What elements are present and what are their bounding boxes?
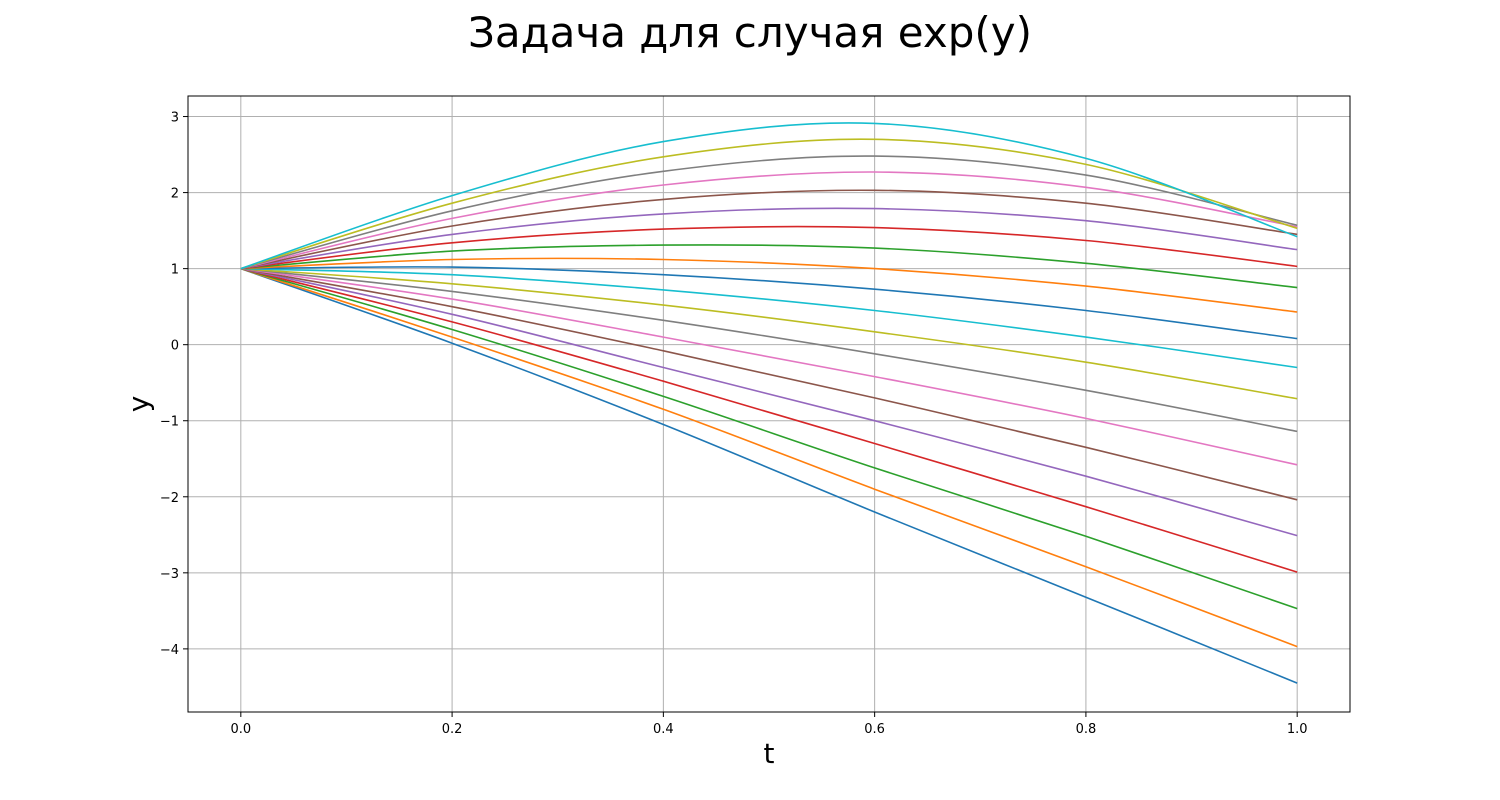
series-line-5 bbox=[240, 267, 1298, 537]
series-line-4 bbox=[240, 267, 1298, 573]
x-tick-label: 0.4 bbox=[653, 722, 674, 737]
x-tick-label: 0.6 bbox=[864, 722, 885, 737]
series-line-20 bbox=[240, 122, 1298, 270]
axes-frame bbox=[187, 95, 1351, 713]
series-line-14 bbox=[240, 225, 1298, 270]
y-tick-label: 0 bbox=[171, 339, 179, 354]
x-tick-label: 1.0 bbox=[1287, 722, 1308, 737]
series-line-16 bbox=[240, 189, 1298, 270]
y-tick-label: −3 bbox=[160, 567, 179, 582]
x-axis-label: t bbox=[764, 737, 775, 770]
x-tick-label: 0.0 bbox=[230, 722, 251, 737]
series-line-8 bbox=[240, 267, 1298, 433]
chart-title: Задача для случая exp(y) bbox=[467, 8, 1033, 57]
series-line-15 bbox=[240, 207, 1298, 270]
y-tick-label: 3 bbox=[171, 111, 179, 126]
series-line-10 bbox=[240, 267, 1298, 369]
series-line-11 bbox=[240, 266, 1298, 340]
y-tick-label: −1 bbox=[160, 415, 179, 430]
y-tick-label: −2 bbox=[160, 491, 179, 506]
series-line-13 bbox=[240, 244, 1298, 289]
x-tick-label: 0.8 bbox=[1076, 722, 1097, 737]
series-line-3 bbox=[240, 267, 1298, 610]
y-tick-label: −4 bbox=[160, 643, 179, 658]
series-line-2 bbox=[240, 267, 1298, 648]
series-line-19 bbox=[240, 138, 1298, 270]
series-line-17 bbox=[240, 171, 1298, 270]
series-line-18 bbox=[240, 155, 1298, 270]
x-tick-label: 0.2 bbox=[442, 722, 463, 737]
y-axis-label: y bbox=[122, 396, 155, 413]
ticks: 0.0 0.2 0.4 0.6 0.8 1.0 −4 −3 −2 −1 0 1 2 3 bbox=[160, 111, 1308, 737]
series-line-7 bbox=[240, 267, 1298, 466]
y-tick-label: 1 bbox=[171, 263, 179, 278]
series-layer bbox=[240, 122, 1298, 684]
series-line-6 bbox=[240, 267, 1298, 501]
series-line-12 bbox=[240, 257, 1298, 313]
series-line-1 bbox=[240, 267, 1298, 684]
y-tick-label: 2 bbox=[171, 187, 179, 202]
series-line-9 bbox=[240, 267, 1298, 400]
